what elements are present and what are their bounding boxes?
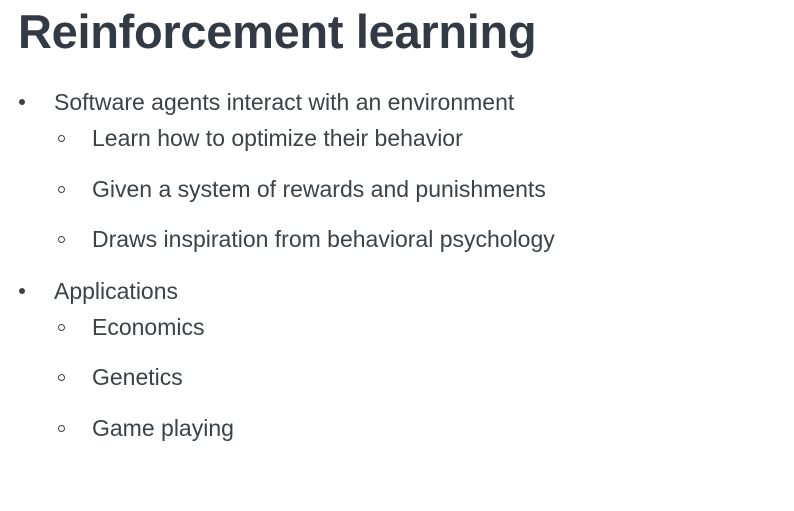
hollow-circle-icon	[58, 374, 65, 381]
sub-bullet-text: Learn how to optimize their behavior	[92, 125, 463, 151]
bullet-row: Software agents interact with an environ…	[0, 86, 794, 120]
hollow-circle-icon	[58, 185, 65, 193]
bullet-text: Applications	[54, 277, 179, 304]
bullet-dot-icon	[19, 287, 25, 294]
sub-bullet-text: Economics	[92, 313, 205, 340]
hollow-circle-icon	[58, 135, 65, 142]
hollow-circle-icon	[58, 424, 65, 432]
sub-bullet-list: Economics Genetics Game playing	[0, 309, 794, 461]
bullet-dot-icon	[19, 99, 25, 105]
bullet-row: Applications	[0, 275, 794, 309]
sub-bullet-item: Learn how to optimize their behavior	[0, 120, 794, 171]
slide-title: Reinforcement learning	[18, 5, 537, 58]
sub-bullet-list: Learn how to optimize their behavior Giv…	[0, 120, 794, 272]
hollow-circle-icon	[58, 236, 65, 243]
sub-bullet-item: Genetics	[0, 359, 794, 410]
hollow-circle-icon	[58, 323, 65, 331]
sub-bullet-text: Genetics	[92, 364, 183, 390]
sub-bullet-text: Given a system of rewards and punishment…	[92, 175, 546, 202]
sub-bullet-text: Draws inspiration from behavioral psycho…	[92, 226, 555, 252]
bullet-text: Software agents interact with an environ…	[54, 89, 515, 115]
sub-bullet-item: Game playing	[0, 410, 794, 461]
sub-bullet-item: Given a system of rewards and punishment…	[0, 171, 794, 222]
bullet-item: Software agents interact with an environ…	[0, 86, 794, 272]
sub-bullet-text: Game playing	[92, 414, 234, 441]
sub-bullet-item: Economics	[0, 309, 794, 360]
sub-bullet-item: Draws inspiration from behavioral psycho…	[0, 221, 794, 272]
bullet-item: Applications Economics Genetics Game pla…	[0, 275, 794, 461]
bullet-list: Software agents interact with an environ…	[0, 86, 794, 460]
